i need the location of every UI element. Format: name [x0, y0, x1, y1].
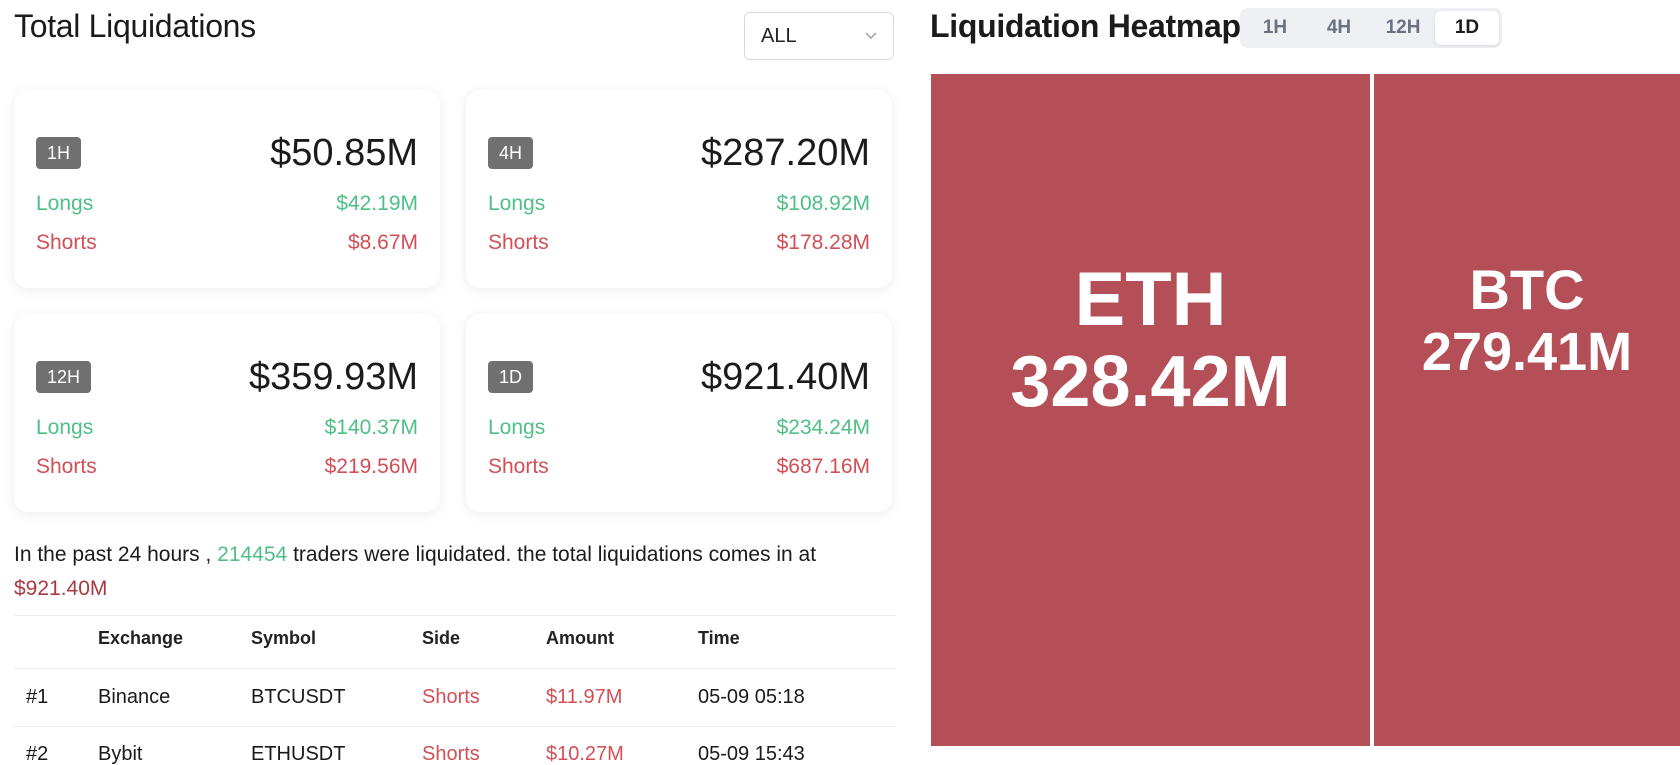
- chevron-down-icon: [865, 32, 877, 39]
- shorts-label: Shorts: [488, 455, 549, 478]
- longs-label: Longs: [36, 416, 94, 439]
- longs-label: Longs: [488, 416, 546, 439]
- heatmap: ETH 328.42M BTC 279.41M: [930, 74, 1680, 746]
- row-side: Shorts: [422, 743, 480, 765]
- table-divider: [14, 726, 896, 727]
- period-tag: 12H: [36, 361, 92, 393]
- shorts-value: $178.28M: [776, 231, 870, 254]
- card-total: $287.20M: [700, 132, 870, 174]
- shorts-row: Shorts $8.67M: [36, 231, 418, 255]
- shorts-value: $687.16M: [776, 455, 870, 478]
- trader-count: 214454: [217, 543, 288, 566]
- summary-total: $921.40M: [14, 577, 108, 600]
- liquidation-card-12h: 12H $359.93M Longs $140.37M Shorts $219.…: [14, 314, 440, 512]
- liquidation-card-4h: 4H $287.20M Longs $108.92M Shorts $178.2…: [466, 90, 892, 288]
- row-time: 05-09 05:18: [698, 686, 805, 708]
- longs-row: Longs $140.37M: [36, 416, 418, 440]
- row-amount: $11.97M: [546, 686, 623, 708]
- longs-label: Longs: [36, 192, 94, 215]
- tab-12h[interactable]: 12H: [1385, 17, 1421, 38]
- col-header-amount: Amount: [546, 628, 614, 648]
- period-tag: 1H: [36, 137, 82, 169]
- shorts-label: Shorts: [36, 231, 97, 254]
- shorts-label: Shorts: [488, 231, 549, 254]
- row-exchange: Binance: [98, 686, 171, 708]
- liquidation-heatmap-panel: Liquidation Heatmap 1H 4H 12H 1D ETH 328…: [930, 0, 1680, 765]
- row-exchange: Bybit: [98, 743, 143, 765]
- heatmap-cell-btc[interactable]: BTC 279.41M: [1374, 74, 1680, 746]
- longs-label: Longs: [488, 192, 546, 215]
- col-header-exchange: Exchange: [98, 628, 184, 648]
- summary-middle: traders were liquidated. the total liqui…: [293, 543, 817, 566]
- cell-symbol: BTC: [1469, 258, 1585, 321]
- summary-prefix: In the past 24 hours ,: [14, 543, 212, 566]
- table-divider: [14, 615, 896, 616]
- table-divider: [14, 668, 896, 669]
- page-title: Total Liquidations: [14, 8, 256, 44]
- liquidation-summary: In the past 24 hours , 214454 traders we…: [14, 538, 894, 606]
- row-amount: $10.27M: [546, 743, 624, 765]
- period-tag: 4H: [488, 137, 534, 169]
- tab-1d[interactable]: 1D: [1435, 11, 1499, 45]
- heatmap-title: Liquidation Heatmap: [930, 8, 1241, 44]
- row-time: 05-09 15:43: [698, 743, 805, 765]
- longs-value: $140.37M: [324, 416, 418, 439]
- card-total: $50.85M: [270, 132, 418, 174]
- shorts-value: $8.67M: [347, 231, 418, 254]
- longs-value: $108.92M: [776, 192, 870, 215]
- card-total: $921.40M: [700, 356, 870, 398]
- liquidation-card-1d: 1D $921.40M Longs $234.24M Shorts $687.1…: [466, 314, 892, 512]
- tab-4h[interactable]: 4H: [1326, 17, 1352, 38]
- shorts-row: Shorts $178.28M: [488, 231, 870, 255]
- longs-row: Longs $42.19M: [36, 192, 418, 216]
- heatmap-cell-eth[interactable]: ETH 328.42M: [931, 74, 1370, 746]
- cell-value: 279.41M: [1421, 322, 1633, 382]
- shorts-row: Shorts $219.56M: [36, 455, 418, 479]
- row-side: Shorts: [422, 686, 480, 708]
- timeframe-tabs: 1H 4H 12H 1D: [1240, 8, 1502, 48]
- row-symbol: ETHUSDT: [251, 743, 346, 765]
- shorts-value: $219.56M: [324, 455, 418, 478]
- col-header-time: Time: [698, 628, 740, 648]
- total-liquidations-panel: Total Liquidations ALL 1H $50.85M Longs …: [14, 8, 896, 765]
- longs-value: $234.24M: [776, 416, 870, 439]
- card-total: $359.93M: [248, 356, 418, 398]
- row-rank: #2: [26, 743, 49, 765]
- col-header-symbol: Symbol: [251, 628, 317, 648]
- longs-row: Longs $108.92M: [488, 192, 870, 216]
- row-rank: #1: [26, 686, 49, 708]
- row-symbol: BTCUSDT: [251, 686, 346, 708]
- cell-value: 328.42M: [1010, 342, 1291, 422]
- longs-value: $42.19M: [336, 192, 418, 215]
- shorts-label: Shorts: [36, 455, 97, 478]
- cell-symbol: ETH: [1074, 257, 1227, 342]
- tab-1h[interactable]: 1H: [1262, 17, 1288, 38]
- period-tag: 1D: [488, 361, 534, 393]
- filter-selected-value: ALL: [761, 24, 797, 47]
- longs-row: Longs $234.24M: [488, 416, 870, 440]
- col-header-side: Side: [422, 628, 461, 648]
- liquidation-card-1h: 1H $50.85M Longs $42.19M Shorts $8.67M: [14, 90, 440, 288]
- shorts-row: Shorts $687.16M: [488, 455, 870, 479]
- symbol-filter-select[interactable]: ALL: [744, 12, 894, 60]
